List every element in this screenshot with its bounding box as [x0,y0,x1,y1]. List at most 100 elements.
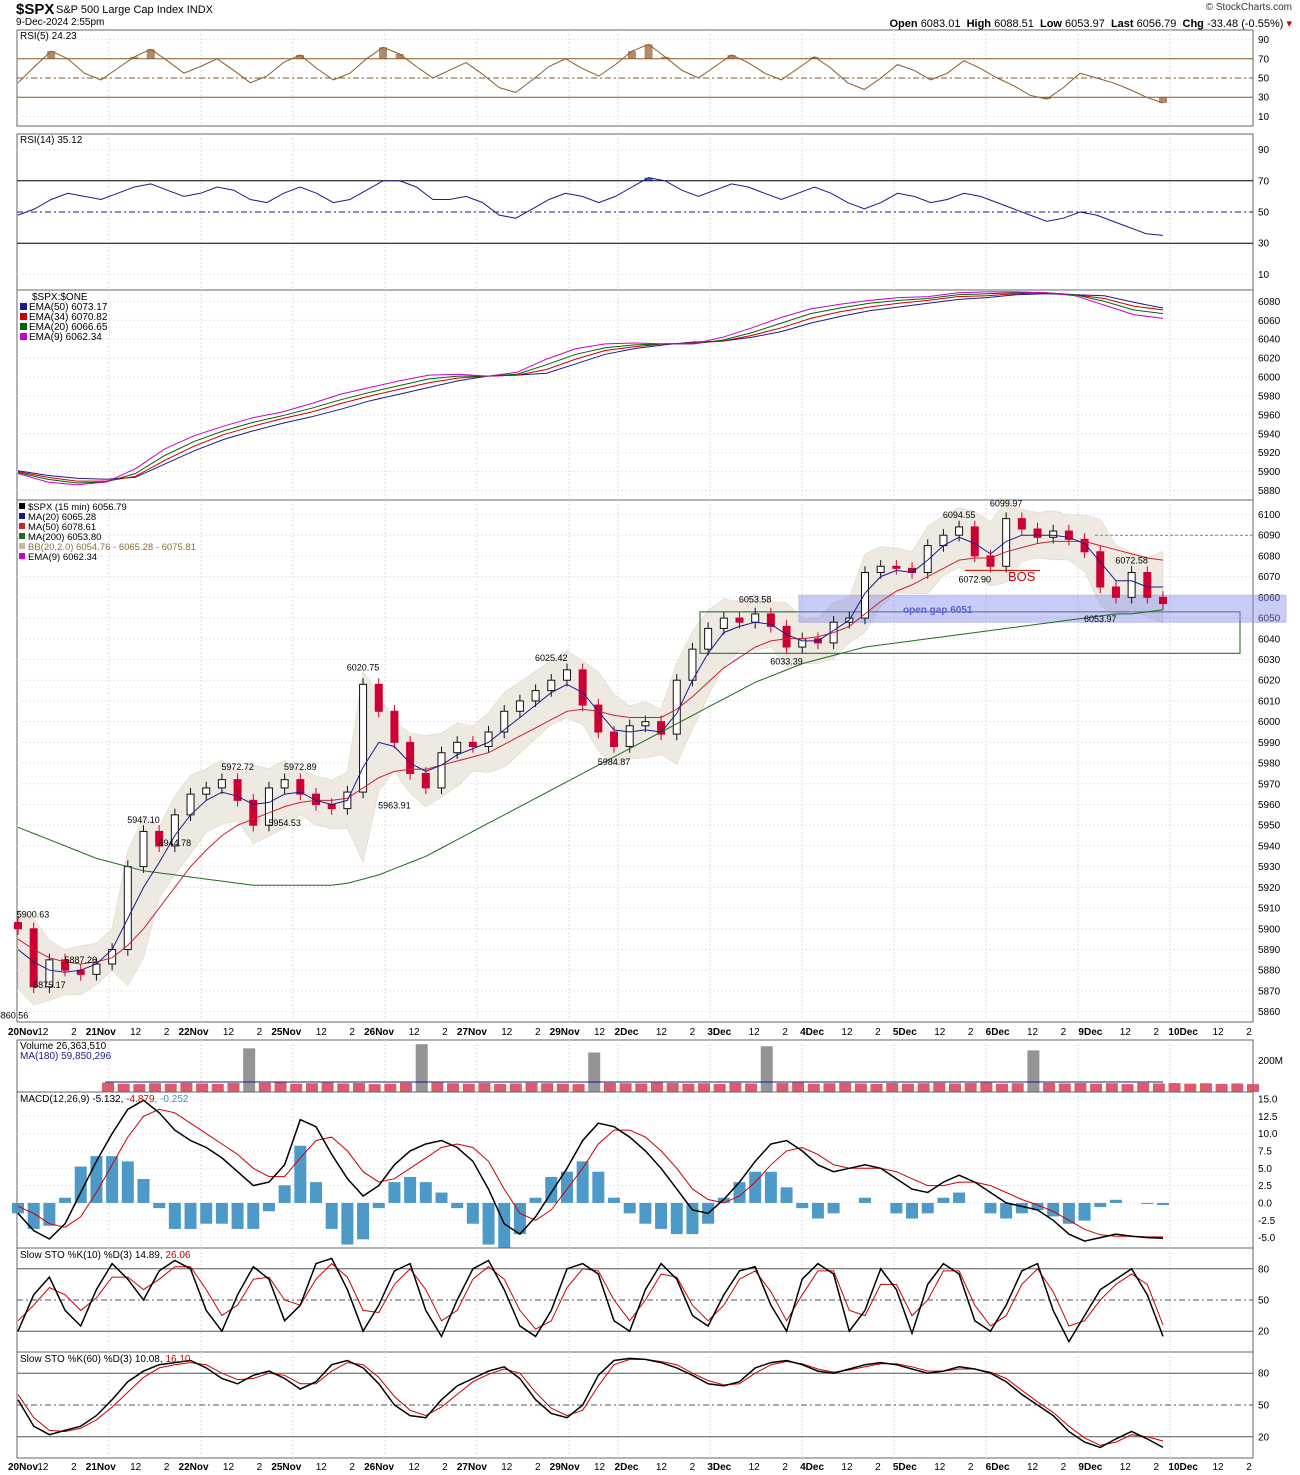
rsi14-ytick-label: 50 [1258,208,1270,219]
price-candle-body [1127,572,1136,598]
price-candle-body [1049,530,1058,538]
price-annotation-10: 5963.91 [378,800,411,810]
xaxis-bottom-label: 2 [164,1462,170,1473]
xaxis-bottom-label: 12 [841,1462,853,1473]
price-gap-label: open gap 6051 [903,605,973,616]
rsi5-extreme-fill [661,56,670,59]
xaxis-top-label: 5Dec [893,1027,917,1038]
price-ytick-label: 6010 [1258,696,1281,707]
xaxis-bottom-label: 2 [968,1462,974,1473]
price-ytick-label: 6100 [1258,510,1281,521]
volume-bar [933,1082,946,1092]
price-candle-body [359,683,368,793]
xaxis-bottom-label: 3Dec [707,1462,731,1473]
price-annotation-8: 5954.53 [268,818,301,828]
rsi5-ytick-label: 50 [1258,74,1270,85]
volume-bar [1043,1082,1056,1092]
price-candle-body [14,922,22,930]
macd-histogram-bar [796,1202,809,1209]
macd-ytick-label: 15.0 [1258,1094,1278,1105]
macd-histogram-bar [357,1202,370,1240]
volume-bar [1137,1082,1150,1092]
xaxis-bottom-label: 12 [934,1462,946,1473]
macd-histogram-bar [419,1182,432,1203]
price-candle-body [610,731,619,747]
macd-histogram-bar [106,1156,119,1203]
price-ma200-line [17,609,1164,886]
price-candle-body [468,741,477,747]
volume-legend-1: MA(180) 59,850,296 [20,1051,112,1062]
volume-bar [745,1083,758,1092]
macd-histogram-bar [560,1171,573,1203]
volume-bar [447,1083,460,1092]
xaxis-bottom-label: 2 [535,1462,541,1473]
price-annotation-18: 6072.58 [1115,555,1148,565]
xaxis-bottom-label: 2 [690,1462,696,1473]
price-ytick-label: 5940 [1258,841,1281,852]
price-candle-body [421,772,430,789]
price-annotation-19: 6053.97 [1084,614,1117,624]
xaxis-bottom-label: 27Nov [457,1462,487,1473]
macd-histogram-bar [137,1179,150,1203]
macd-histogram-bar [906,1202,919,1219]
ema-ytick-label: 6020 [1258,354,1281,365]
xaxis-bottom-label: 21Nov [86,1462,116,1473]
volume-ytick-label: 200M [1258,1056,1283,1067]
rsi5-extreme-fill [395,54,404,59]
price-ytick-label: 6050 [1258,614,1281,625]
price-candle-body [139,830,148,868]
ema-ytick-label: 5940 [1258,429,1281,440]
open-label: Open [889,18,918,30]
rsi14-line [17,177,1164,236]
xaxis-bottom-label: 12 [37,1462,49,1473]
macd-histogram-bar [1000,1202,1013,1219]
volume-bar [227,1083,240,1092]
xaxis-top-label: 12 [316,1027,328,1038]
price-candle-body [1033,528,1042,538]
macd-histogram-bar [608,1197,621,1203]
sto10-k-line [17,1257,1164,1344]
price-candle-body [155,830,164,847]
macd-histogram-bar [231,1202,244,1229]
macd-histogram-bar [278,1185,291,1203]
xaxis-bottom-label: 12 [656,1462,668,1473]
rsi5-extreme-fill [1159,97,1167,103]
volume-bar [352,1083,365,1092]
price-candle-body [264,787,273,826]
price-annotation-5: 5944.78 [159,838,192,848]
price-candle-body [1002,518,1011,567]
volume-bar [258,1082,271,1092]
volume-bar [305,1083,318,1092]
price-candle-body [531,690,540,702]
macd-ytick-label: 7.5 [1258,1146,1272,1157]
price-candle-body [704,627,713,650]
price-annotation-7: 5972.89 [284,762,317,772]
price-ytick-label: 6040 [1258,634,1281,645]
volume-bar [1247,1084,1259,1092]
xaxis-top-label: 21Nov [86,1027,116,1038]
xaxis-top-label: 2 [1153,1027,1159,1038]
low-label: Low [1039,18,1062,30]
volume-bar [321,1082,334,1092]
macd-histogram-bar [294,1145,307,1203]
volume-bar [886,1083,899,1092]
xaxis-top-label: 12 [501,1027,513,1038]
macd-histogram-bar [121,1161,134,1203]
price-ytick-label: 6080 [1258,551,1281,562]
xaxis-top-label: 2 [164,1027,170,1038]
price-ytick-label: 6020 [1258,676,1281,687]
rsi5-extreme-fill [296,54,305,59]
macd-histogram-bar [764,1171,777,1203]
rsi5-legend: RSI(5) 24.23 [20,31,77,42]
macd-histogram-bar [341,1202,354,1245]
volume-bar [133,1084,146,1092]
volume-bar [541,1083,554,1092]
volume-bar [243,1048,256,1092]
price-candle-body [562,669,571,681]
volume-bar [776,1083,789,1092]
price-candle-body [202,787,211,795]
ema-legend-2: EMA(34) 6070.82 [29,312,108,323]
macd-frame [16,1091,1254,1249]
sto10-ytick-label: 50 [1258,1296,1270,1307]
xaxis-top-label: 2 [442,1027,448,1038]
